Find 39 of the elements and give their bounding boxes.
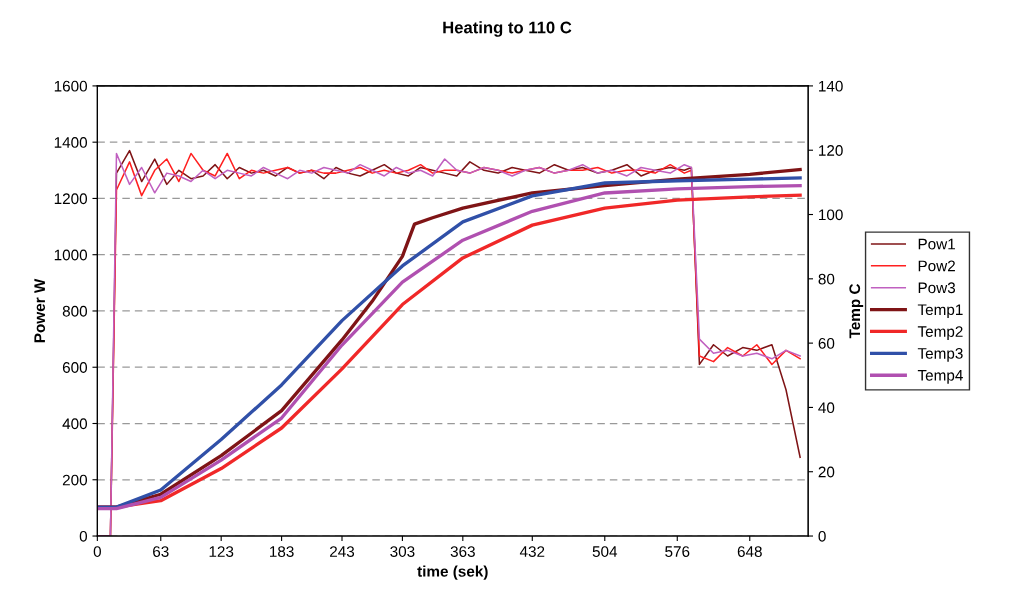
x-tick-label: 243 — [330, 546, 355, 557]
x-tick-label: 576 — [665, 546, 690, 557]
y2-axis-title: Temp C — [849, 283, 864, 339]
y-tick-label: 400 — [62, 418, 88, 430]
y-axis-title: Power W — [34, 278, 46, 343]
chart-title: Heating to 110 C — [443, 21, 572, 37]
y2-tick-label: 140 — [819, 80, 843, 92]
legend-label: Temp1 — [917, 304, 963, 319]
y2-tick-label: 20 — [818, 466, 835, 478]
x-tick-label: 303 — [390, 546, 415, 557]
legend-label: Pow1 — [918, 238, 955, 250]
legend-label: Pow2 — [918, 260, 955, 272]
y-tick-label: 1600 — [54, 80, 88, 92]
legend-label: Temp4 — [917, 370, 963, 384]
y2-tick-label: 40 — [818, 402, 835, 414]
y2-tick-label: 100 — [819, 209, 843, 221]
y-tick-label: 200 — [62, 474, 88, 486]
y2-tick-label: 80 — [818, 273, 835, 285]
x-tick-label: 504 — [592, 546, 618, 557]
y-tick-label: 600 — [62, 362, 88, 373]
legend-label: Temp2 — [917, 326, 963, 340]
y2-tick-label: 120 — [819, 145, 843, 156]
y-tick-label: 0 — [79, 530, 88, 542]
x-axis-title: time (sek) — [417, 565, 488, 580]
x-tick-label: 363 — [450, 546, 475, 557]
y-tick-label: 1000 — [54, 249, 88, 261]
y-tick-label: 800 — [62, 305, 88, 317]
y2-tick-label: 0 — [818, 530, 826, 542]
legend-label: Pow3 — [918, 282, 956, 294]
y-tick-label: 1400 — [54, 137, 88, 148]
y-tick-label: 1200 — [54, 193, 88, 205]
y2-tick-label: 60 — [818, 337, 835, 349]
x-tick-label: 183 — [270, 546, 294, 557]
x-tick-label: 0 — [93, 546, 101, 557]
x-tick-label: 123 — [209, 546, 234, 557]
x-tick-label: 432 — [519, 546, 545, 557]
x-tick-label: 63 — [153, 546, 169, 557]
legend-label: Temp3 — [917, 348, 963, 362]
x-tick-label: 648 — [737, 546, 762, 557]
